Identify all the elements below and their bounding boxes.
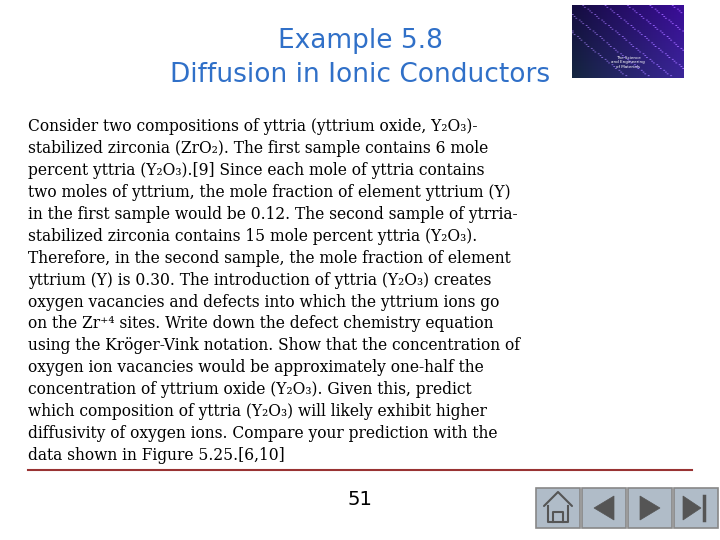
- Bar: [582, 488, 626, 528]
- Text: Diffusion in Ionic Conductors: Diffusion in Ionic Conductors: [170, 62, 550, 88]
- Bar: [628, 488, 672, 528]
- Polygon shape: [640, 496, 660, 520]
- Text: Example 5.8: Example 5.8: [278, 28, 442, 54]
- Text: 51: 51: [348, 490, 372, 509]
- Text: Consider two compositions of yttria (yttrium oxide, Y₂O₃)-
stabilized zirconia (: Consider two compositions of yttria (ytt…: [28, 118, 520, 464]
- Polygon shape: [683, 496, 701, 520]
- Bar: [674, 488, 718, 528]
- Text: The Science
and Engineering
of Materials: The Science and Engineering of Materials: [611, 56, 645, 69]
- Polygon shape: [594, 496, 614, 520]
- Bar: [536, 488, 580, 528]
